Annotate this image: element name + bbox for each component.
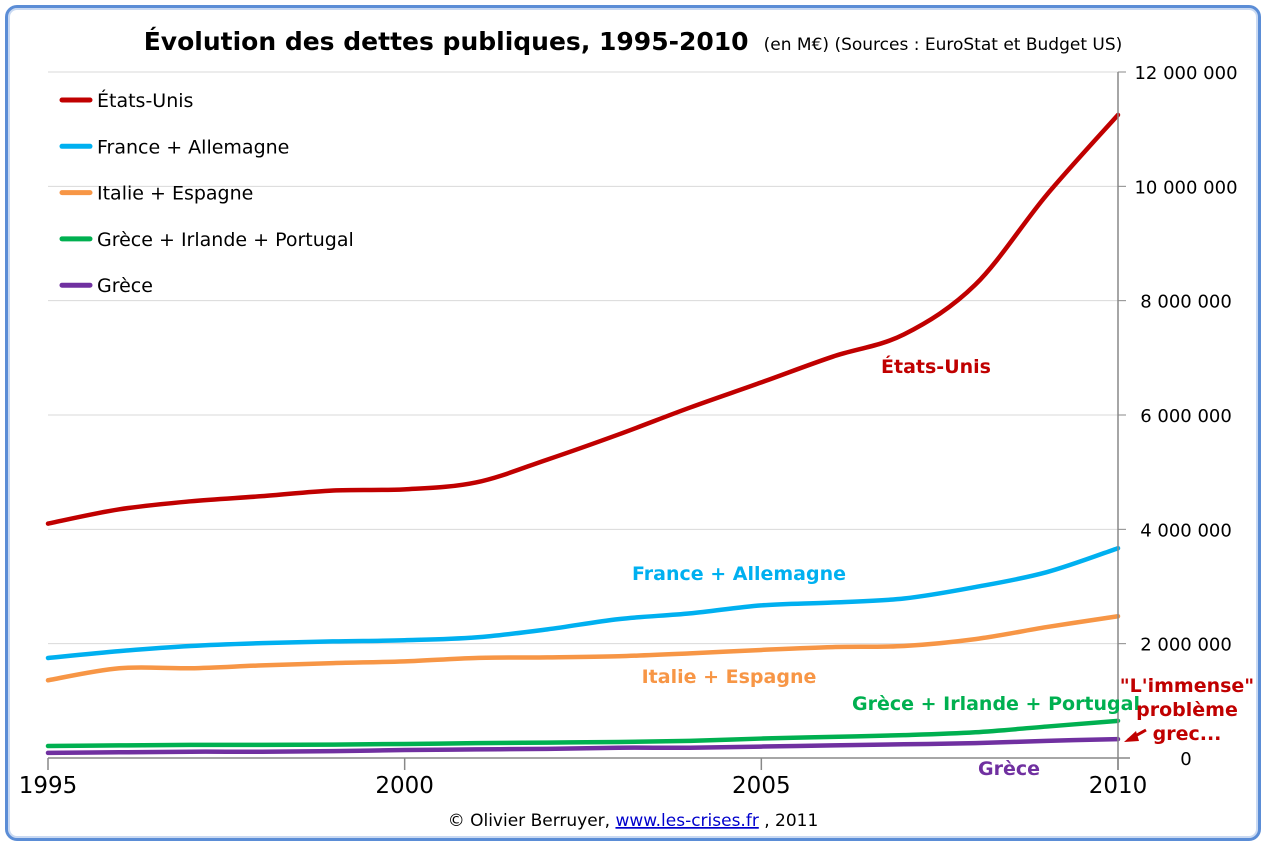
legend-item-italie-espagne: Italie + Espagne <box>59 183 253 205</box>
y-tick-label: 4 000 000 <box>1140 520 1232 541</box>
series-annotation-france-allemagne: France + Allemagne <box>632 563 846 585</box>
legend-item-grece: Grèce <box>59 275 153 297</box>
x-tick-label: 2005 <box>732 773 791 799</box>
y-tick-label: 0 <box>1180 749 1191 770</box>
x-tick-label: 2000 <box>375 773 434 799</box>
callout-text-line: grec... <box>1153 723 1222 745</box>
legend-label: Grèce <box>97 275 153 297</box>
series-annotation-grece: Grèce <box>978 758 1040 780</box>
callout-arrowhead-icon <box>1124 731 1139 742</box>
y-tick-label: 10 000 000 <box>1134 177 1237 198</box>
y-tick-label: 2 000 000 <box>1140 635 1232 656</box>
greek-problem-callout: "L'immense"problèmegrec... <box>1120 675 1254 745</box>
series-line-france-allemagne <box>45 545 1121 661</box>
legend-item-france-allemagne: France + Allemagne <box>59 136 289 158</box>
series-annotation-grece-irlande-portugal: Grèce + Irlande + Portugal <box>852 693 1140 715</box>
credit-line: © Olivier Berruyer, www.les-crises.fr , … <box>448 811 819 831</box>
legend-label: Grèce + Irlande + Portugal <box>97 229 354 251</box>
series-line-grece-irlande-portugal <box>45 718 1121 749</box>
callout-text-line: "L'immense" <box>1120 675 1254 697</box>
credit-link[interactable]: www.les-crises.fr <box>615 811 758 831</box>
legend-label: Italie + Espagne <box>97 183 253 205</box>
series-annotation-italie-espagne: Italie + Espagne <box>642 666 817 688</box>
chart-title: Évolution des dettes publiques, 1995-201… <box>144 27 749 56</box>
chart-title-group: Évolution des dettes publiques, 1995-201… <box>144 27 1123 56</box>
legend-item-etats-unis: États-Unis <box>59 89 193 112</box>
chart-frame <box>5 5 1261 841</box>
legend-label: France + Allemagne <box>97 136 289 158</box>
series-line-grece <box>45 736 1121 756</box>
y-tick-label: 8 000 000 <box>1140 292 1232 313</box>
x-tick-label: 2010 <box>1089 773 1148 799</box>
credit-suffix: , 2011 <box>764 811 818 831</box>
credit-prefix: © Olivier Berruyer, <box>448 811 616 831</box>
series-line-italie-espagne <box>45 613 1121 683</box>
x-tick-label: 1995 <box>19 773 78 799</box>
y-tick-label: 12 000 000 <box>1134 63 1237 84</box>
chart-subtitle: (en M€) (Sources : EuroStat et Budget US… <box>764 35 1123 55</box>
callout-text-line: problème <box>1136 699 1238 721</box>
legend-item-grece-irlande-portugal: Grèce + Irlande + Portugal <box>59 229 354 251</box>
legend-label: États-Unis <box>97 89 193 112</box>
series-line-etats-unis <box>45 112 1121 526</box>
y-tick-label: 6 000 000 <box>1140 406 1232 427</box>
series-annotation-etats-unis: États-Unis <box>881 355 991 378</box>
